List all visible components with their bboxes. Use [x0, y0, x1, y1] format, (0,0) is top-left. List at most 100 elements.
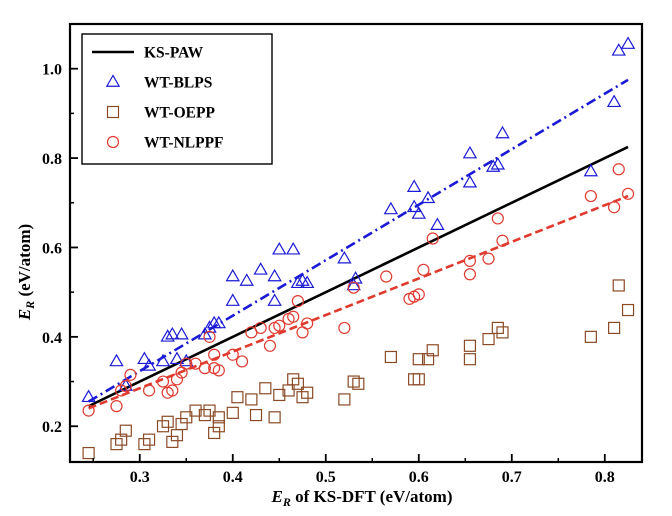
wt-nlppf-point — [287, 310, 300, 323]
wt-blps-point — [620, 36, 636, 49]
wt-nlppf-point — [142, 384, 156, 397]
wt-blps-point — [211, 315, 227, 329]
wt-nlppf-fit-line — [88, 194, 629, 410]
legend-ks-paw-label: KS-PAW — [144, 45, 204, 62]
wt-blps-point — [430, 217, 445, 230]
wt-oepp-point — [287, 373, 300, 386]
wt-oepp-point — [175, 417, 188, 431]
wt-oepp-point — [142, 433, 156, 446]
wt-oepp-point — [607, 321, 621, 335]
wt-oepp-point — [347, 375, 360, 388]
wt-blps-point — [137, 351, 152, 365]
wt-nlppf-point — [621, 187, 635, 200]
y-axis-label: ER (eV/atom) — [15, 224, 37, 321]
wt-oepp-point — [491, 321, 504, 335]
wt-blps-point — [611, 43, 626, 56]
wt-oepp-point — [412, 373, 425, 386]
wt-oepp-point — [408, 373, 421, 386]
wt-nlppf-point — [198, 362, 211, 375]
wt-nlppf-point — [463, 268, 477, 281]
wt-blps-point — [290, 275, 306, 289]
y-tick-label: 1.0 — [42, 62, 62, 79]
wt-nlppf-point — [166, 384, 179, 397]
wt-nlppf-point — [612, 163, 625, 176]
wt-oepp-point — [82, 446, 95, 460]
wt-nlppf-point — [203, 330, 216, 343]
wt-nlppf-point — [119, 379, 132, 393]
x-tick-label: 0.5 — [316, 469, 336, 486]
wt-nlppf-point — [417, 263, 430, 276]
wt-oepp-point — [115, 433, 128, 446]
wt-blps-point — [239, 273, 254, 286]
y-tick-label: 0.8 — [42, 151, 62, 168]
wt-oepp-point — [110, 438, 123, 451]
wt-nlppf-point — [426, 232, 439, 245]
wt-nlppf-point — [226, 348, 239, 361]
wt-blps-point — [346, 277, 361, 291]
wt-blps-point — [267, 293, 282, 306]
wt-blps-point — [462, 145, 478, 159]
wt-nlppf-point — [273, 319, 286, 332]
wt-oepp-point — [166, 435, 179, 448]
wt-oepp-point — [426, 344, 439, 357]
wt-oepp-point — [273, 388, 286, 402]
wt-blps-point — [267, 268, 282, 282]
wt-oepp-point — [268, 411, 281, 424]
wt-oepp-point — [189, 404, 202, 417]
wt-oepp-point — [231, 391, 244, 404]
wt-nlppf-point — [291, 295, 304, 308]
legend: KS-PAW WT-BLPS WT-OEPP WT-NLPPF — [81, 33, 273, 165]
wt-blps-point — [253, 262, 268, 275]
wt-blps-point — [490, 157, 506, 170]
wt-oepp-point — [496, 326, 509, 339]
wt-nlppf-point — [124, 368, 137, 381]
wt-blps-point — [109, 353, 124, 367]
wt-oepp-point — [291, 377, 304, 390]
wt-nlppf-point — [263, 339, 277, 352]
wt-blps-point — [160, 329, 175, 342]
wt-oepp-point — [296, 391, 309, 404]
wt-nlppf-point — [254, 321, 267, 335]
wt-blps-point — [406, 199, 422, 213]
wt-oepp-point — [226, 406, 239, 419]
wt-blps-point — [179, 353, 194, 367]
wt-nlppf-point — [212, 364, 225, 377]
series-wt-nlppf — [82, 163, 635, 417]
wt-blps-point — [169, 351, 185, 365]
wt-blps-point — [165, 326, 180, 340]
x-tick-label: 0.6 — [409, 469, 429, 486]
wt-nlppf-point — [235, 355, 249, 368]
wt-nlppf-point — [607, 201, 621, 214]
legend-wt-nlppf-label: WT-NLPPF — [144, 135, 224, 152]
x-tick-label: 0.7 — [502, 469, 522, 486]
wt-oepp-point — [203, 404, 216, 417]
y-tick-label: 0.4 — [42, 330, 62, 347]
wt-nlppf-point — [412, 288, 425, 301]
wt-oepp-point — [156, 420, 170, 433]
wt-oepp-point — [161, 415, 174, 428]
wt-oepp-point — [212, 420, 225, 433]
plot-area — [81, 36, 636, 460]
wt-oepp-point — [384, 350, 397, 364]
legend-wt-oepp-label: WT-OEPP — [144, 105, 215, 122]
wt-blps-point — [406, 179, 422, 192]
wt-nlppf-point — [463, 254, 477, 267]
wt-oepp-point — [352, 377, 365, 390]
wt-oepp-point — [421, 353, 435, 366]
wt-blps-point — [174, 326, 189, 340]
legend-wt-oepp-swatch — [106, 105, 120, 119]
legend-wt-nlppf-swatch — [106, 135, 120, 149]
wt-nlppf-point — [496, 234, 509, 247]
wt-oepp-point — [584, 330, 597, 343]
wt-nlppf-point — [491, 212, 504, 225]
wt-blps-point — [272, 242, 287, 255]
wt-nlppf-point — [347, 281, 360, 294]
wt-oepp-point — [180, 411, 193, 424]
wt-nlppf-point — [156, 375, 170, 388]
wt-nlppf-point — [180, 357, 193, 370]
wt-blps-point — [337, 250, 352, 264]
x-axis-label: ER of KS-DFT (eV/atom) — [271, 487, 453, 509]
y-tick-label: 0.6 — [42, 240, 62, 257]
wt-oepp-point — [119, 424, 132, 437]
